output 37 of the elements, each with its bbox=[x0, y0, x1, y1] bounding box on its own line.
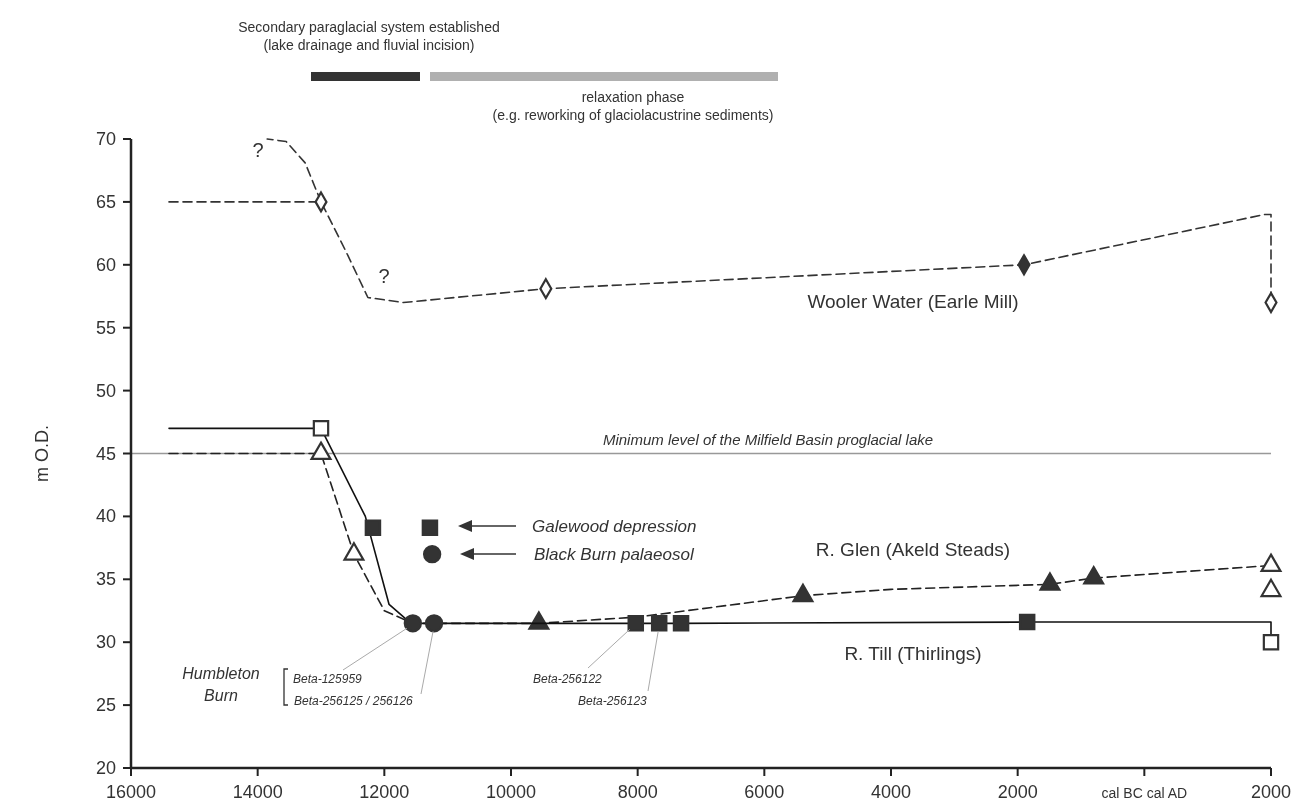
x-tick-label: 12000 bbox=[359, 782, 410, 802]
y-tick-label: 20 bbox=[95, 758, 116, 778]
annotation: Black Burn palaeosol bbox=[534, 545, 695, 564]
y-tick-label: 55 bbox=[95, 317, 116, 338]
y-tick-label: 65 bbox=[95, 191, 116, 212]
y-tick-label: 60 bbox=[95, 254, 116, 275]
annotation: Beta-256122 bbox=[533, 672, 603, 686]
x-tick-label: 4000 bbox=[870, 782, 912, 802]
x-tick-label: 2000 bbox=[997, 782, 1038, 802]
x-tick-label: 6000 bbox=[744, 782, 785, 802]
series-label: R. Glen (Akeld Steads) bbox=[815, 539, 1011, 560]
y-tick-label: 30 bbox=[95, 632, 116, 653]
y-tick-label: 25 bbox=[95, 695, 116, 716]
x-tick-label: 2000 bbox=[1250, 782, 1292, 802]
annotation: Beta-125959 bbox=[293, 672, 363, 686]
y-axis-title: m O.D. bbox=[32, 425, 52, 482]
ref-line-label: Minimum level of the Milfield Basin proglacial lake bbox=[602, 430, 934, 448]
x-tick-label: cal BC cal AD bbox=[1101, 785, 1188, 801]
series-label: Wooler Water (Earle Mill) bbox=[807, 291, 1019, 312]
annotation: Galewood depression bbox=[532, 517, 697, 536]
y-tick-label: 70 bbox=[95, 129, 116, 149]
y-tick-label: 35 bbox=[95, 569, 116, 590]
x-tick-label: 8000 bbox=[617, 782, 658, 802]
x-tick-label: 14000 bbox=[232, 782, 283, 802]
text: relaxation phase (e.g. reworking of glaciolacustrine sediments) bbox=[492, 89, 774, 123]
annotation: ? bbox=[252, 139, 264, 161]
x-tick-label: 10000 bbox=[485, 782, 537, 802]
annotation: Beta-256123 bbox=[578, 694, 648, 708]
y-tick-label: 40 bbox=[95, 506, 116, 527]
series-label: R. Till (Thirlings) bbox=[844, 643, 982, 664]
annotation: ? bbox=[378, 265, 390, 287]
y-tick-label: 50 bbox=[95, 380, 116, 401]
annotation: Beta-256125 / 256126 bbox=[294, 694, 414, 708]
annotation: Humbleton Burn bbox=[182, 665, 260, 704]
x-tick-label: 16000 bbox=[105, 782, 157, 802]
y-tick-label: 45 bbox=[95, 443, 116, 464]
text: Secondary paraglacial system established (lake drainage and fluvial incision) bbox=[238, 19, 500, 53]
